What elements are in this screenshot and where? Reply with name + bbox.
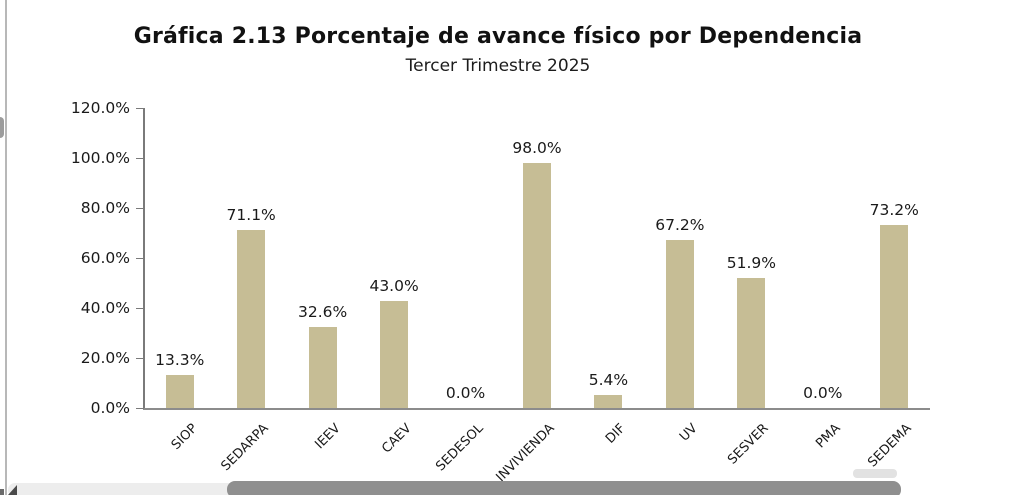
outer-vertical-scrollbar-thumb[interactable] bbox=[0, 117, 4, 138]
bar-value-label: 71.1% bbox=[226, 206, 276, 225]
bar-siop bbox=[165, 374, 194, 408]
bar-dif bbox=[594, 394, 623, 408]
y-axis-tick bbox=[136, 207, 144, 209]
y-tick-label: 0.0% bbox=[90, 399, 130, 417]
x-axis-line bbox=[143, 408, 930, 410]
bar-value-label: 32.6% bbox=[298, 302, 348, 321]
bar-invivienda bbox=[523, 163, 551, 408]
panel-left-border bbox=[5, 0, 7, 495]
resize-grip-icon bbox=[8, 485, 17, 495]
y-axis-line bbox=[143, 108, 145, 409]
y-tick-label: 20.0% bbox=[80, 349, 130, 367]
bar-sesver bbox=[737, 278, 766, 408]
bar-value-label: 73.2% bbox=[869, 201, 919, 219]
y-tick-label: 100.0% bbox=[70, 149, 130, 167]
bar-value-label: 51.9% bbox=[726, 254, 776, 273]
chart-subtitle: Tercer Trimestre 2025 bbox=[405, 56, 591, 76]
bar-sedema bbox=[880, 225, 909, 408]
bar-uv bbox=[665, 240, 694, 408]
bar-value-label: 67.2% bbox=[655, 216, 705, 234]
horizontal-scrollbar-thumb[interactable] bbox=[227, 481, 901, 495]
y-axis-tick bbox=[136, 257, 144, 259]
y-tick-label: 40.0% bbox=[80, 299, 130, 317]
y-axis-tick bbox=[136, 307, 144, 309]
bar-sedarpa bbox=[237, 230, 266, 408]
y-axis-tick bbox=[136, 157, 144, 159]
chart-title: Gráfica 2.13 Porcentaje de avance físico… bbox=[133, 24, 863, 49]
bar-value-label: 0.0% bbox=[445, 384, 486, 402]
bar-caev bbox=[380, 300, 409, 408]
page-corner bbox=[853, 469, 897, 478]
y-tick-label: 120.0% bbox=[70, 99, 130, 117]
y-axis-tick bbox=[136, 107, 144, 109]
y-axis-tick bbox=[136, 357, 144, 359]
y-tick-label: 60.0% bbox=[80, 249, 130, 267]
resize-grip-icon bbox=[0, 489, 4, 495]
bar-value-label: 98.0% bbox=[512, 139, 562, 157]
bar-value-label: 0.0% bbox=[803, 384, 843, 402]
bar-value-label: 5.4% bbox=[588, 370, 629, 389]
chart-header: Gráfica 2.13 Porcentaje de avance físico… bbox=[0, 24, 996, 76]
bar-ieev bbox=[308, 326, 337, 408]
y-axis-tick bbox=[136, 407, 144, 409]
y-tick-label: 80.0% bbox=[80, 199, 130, 217]
bar-value-label: 13.3% bbox=[155, 350, 205, 369]
bar-value-label: 43.0% bbox=[369, 276, 419, 295]
